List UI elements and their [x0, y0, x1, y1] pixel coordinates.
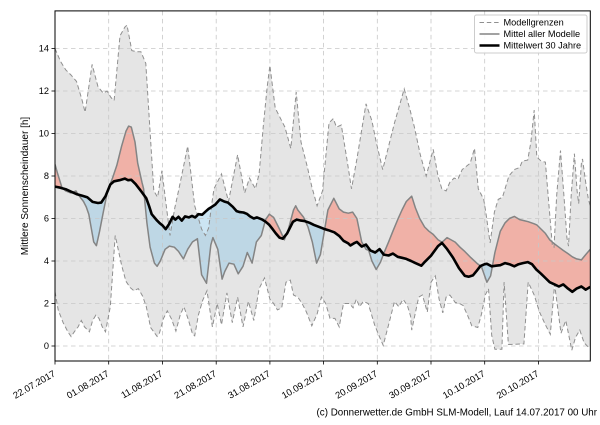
svg-text:Mittelwert 30 Jahre: Mittelwert 30 Jahre — [504, 41, 582, 51]
svg-text:(c) Donnerwetter.de GmbH SLM-M: (c) Donnerwetter.de GmbH SLM-Modell, Lau… — [317, 408, 598, 419]
svg-text:8: 8 — [44, 171, 49, 181]
svg-text:0: 0 — [44, 341, 49, 351]
svg-text:Mittel aller Modelle: Mittel aller Modelle — [504, 29, 581, 39]
svg-text:10: 10 — [39, 129, 49, 139]
svg-text:2: 2 — [44, 299, 49, 309]
svg-text:Modellgrenzen: Modellgrenzen — [504, 18, 564, 28]
svg-text:14: 14 — [39, 44, 49, 54]
svg-text:6: 6 — [44, 214, 49, 224]
svg-text:4: 4 — [44, 256, 49, 266]
svg-text:Mittlere Sonnenscheindauer [h]: Mittlere Sonnenscheindauer [h] — [20, 117, 31, 256]
svg-text:12: 12 — [39, 86, 49, 96]
